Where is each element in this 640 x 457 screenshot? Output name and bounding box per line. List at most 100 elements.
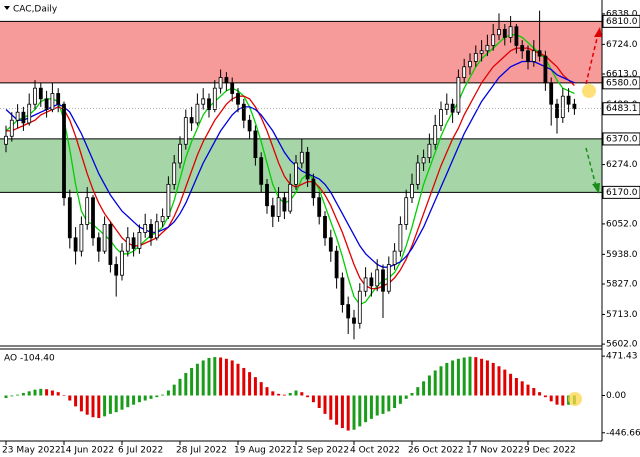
candle-body	[15, 111, 20, 121]
ao-bar	[103, 395, 107, 417]
candle-body	[450, 103, 455, 113]
candle-body	[195, 103, 200, 124]
ao-bar	[335, 395, 339, 425]
candle-body	[497, 28, 501, 36]
candle-body	[526, 50, 530, 62]
ao-bar	[282, 394, 286, 396]
ao-bar	[543, 395, 547, 398]
ao-bar	[253, 377, 257, 396]
y-tick-label: 6052.0	[606, 219, 638, 229]
candle-body	[44, 98, 49, 110]
ao-bar	[381, 395, 385, 414]
ao-bar	[155, 395, 159, 398]
ao-bar	[74, 395, 78, 407]
level-label-box	[602, 14, 640, 28]
candle-body	[114, 264, 119, 276]
candle-body	[9, 119, 14, 137]
level-label-box	[602, 132, 640, 146]
candle-body	[410, 183, 414, 199]
candle-body	[166, 183, 171, 217]
ao-bar	[369, 395, 373, 419]
candle-body	[369, 277, 374, 287]
ao-bar	[224, 358, 228, 396]
ao-bar	[97, 395, 101, 419]
ao-bar	[288, 392, 292, 396]
y-tick-label: 5938.0	[606, 250, 638, 260]
ao-bar	[387, 395, 391, 412]
candle-body	[456, 77, 461, 113]
ao-bar	[404, 395, 408, 399]
ao-bar	[561, 395, 565, 406]
ao-bar	[45, 389, 49, 396]
candle-body	[363, 277, 368, 292]
ao-bar	[62, 395, 66, 397]
candle-body	[444, 103, 449, 110]
ao-bar	[433, 370, 437, 396]
ao-bar	[398, 395, 402, 404]
candle-body	[566, 95, 571, 105]
candle-body	[386, 264, 391, 292]
ao-bar	[39, 388, 43, 396]
ao-bar	[480, 358, 484, 396]
candle-body	[433, 125, 438, 145]
ao-bar	[300, 392, 304, 396]
candle-body	[189, 117, 194, 124]
ao-bar	[445, 362, 449, 396]
candle-body	[265, 183, 269, 207]
candle-body	[183, 117, 188, 145]
candle-body	[236, 93, 240, 105]
last-price-label-box	[602, 102, 640, 116]
candle-body	[473, 53, 478, 62]
ao-bar	[172, 384, 176, 396]
candle-body	[160, 216, 165, 223]
level-label: 6810.0	[606, 17, 638, 27]
candle-body	[294, 162, 298, 185]
ao-bar	[271, 391, 275, 396]
ao-bar	[520, 381, 524, 396]
candle-body	[120, 250, 124, 276]
ao-bar	[346, 395, 350, 431]
y-tick-label: -446.66	[606, 428, 640, 438]
candle-body	[149, 224, 153, 239]
candle-body	[514, 26, 519, 46]
candle-body	[531, 50, 536, 62]
candle-body	[572, 103, 577, 110]
indicator-title: AO -104.40	[4, 354, 55, 364]
ao-bar	[149, 395, 153, 399]
candle-body	[282, 197, 287, 212]
zones-layer	[0, 20, 602, 193]
candle-body	[62, 103, 66, 199]
candle-body	[270, 205, 275, 217]
ao-bar	[393, 395, 397, 409]
ao-bar	[236, 363, 240, 396]
candle-body	[73, 237, 78, 252]
down-arrow-head	[592, 183, 600, 194]
candle-body	[415, 162, 420, 185]
candle-body	[502, 28, 507, 38]
y-tick-label: 0.00	[606, 391, 626, 401]
ao-bar	[161, 394, 165, 396]
ao-bar	[265, 387, 269, 396]
candle-body	[79, 224, 84, 252]
ao-bar	[132, 395, 136, 405]
candle-body	[33, 87, 37, 105]
ao-bar	[4, 395, 8, 399]
candle-body	[520, 45, 525, 52]
chart-title: CAC,Daily	[13, 5, 58, 15]
menu-icon	[4, 6, 10, 10]
y-tick-label: 5827.0	[606, 280, 638, 290]
ao-bar	[317, 395, 321, 409]
ao-bar	[462, 357, 466, 396]
level-label: 6580.0	[606, 78, 638, 88]
candle-body	[207, 98, 211, 110]
y-tick-label: 6613.0	[606, 70, 638, 80]
zone	[0, 138, 602, 193]
ao-bar	[230, 360, 234, 396]
candle-body	[131, 237, 136, 249]
ao-bar	[503, 369, 507, 396]
ao-bar	[294, 390, 298, 396]
candle-body	[392, 250, 397, 265]
candle-body	[299, 151, 304, 164]
ao-bar	[16, 394, 20, 396]
candle-body	[172, 162, 177, 185]
